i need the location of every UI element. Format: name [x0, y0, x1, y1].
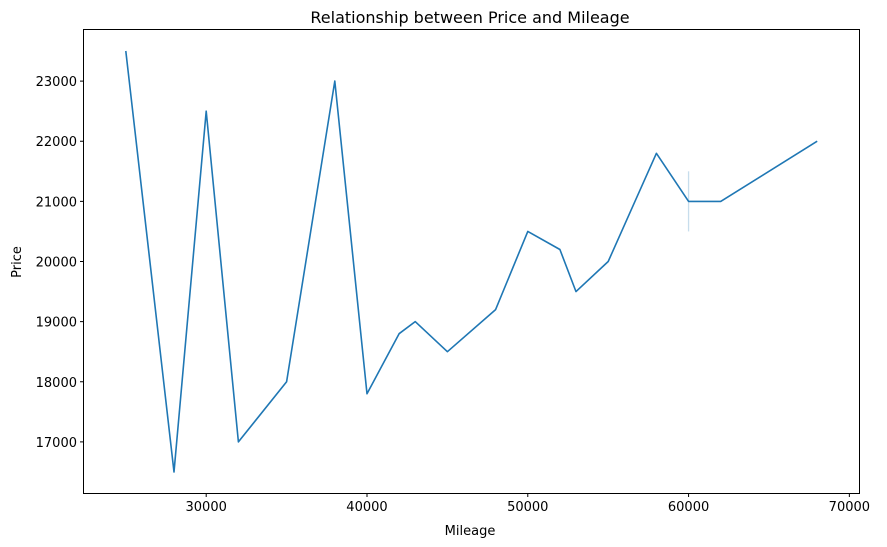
x-tick-label: 40000: [346, 500, 387, 515]
x-axis-title: Mileage: [445, 524, 496, 539]
chart-title: Relationship between Price and Mileage: [310, 8, 629, 27]
x-tick-label: 70000: [829, 500, 870, 515]
x-axis: 30000 40000 50000 60000 70000: [186, 493, 870, 515]
x-tick-label: 30000: [186, 500, 227, 515]
y-tick-label: 17000: [36, 436, 77, 451]
y-tick-label: 18000: [36, 376, 77, 391]
y-tick-label: 20000: [36, 256, 77, 271]
y-tick-label: 22000: [36, 135, 77, 150]
y-axis-title: Price: [10, 246, 25, 278]
x-tick-label: 50000: [507, 500, 548, 515]
plot-area: [83, 29, 860, 494]
series-layer: [125, 50, 818, 473]
y-tick-label: 21000: [36, 195, 77, 210]
y-tick-label: 23000: [36, 75, 77, 90]
series-line: [125, 50, 818, 473]
y-axis: 17000 18000 19000 20000 21000 22000 23000: [36, 75, 84, 451]
y-tick-label: 19000: [36, 316, 77, 331]
x-tick-label: 60000: [668, 500, 709, 515]
